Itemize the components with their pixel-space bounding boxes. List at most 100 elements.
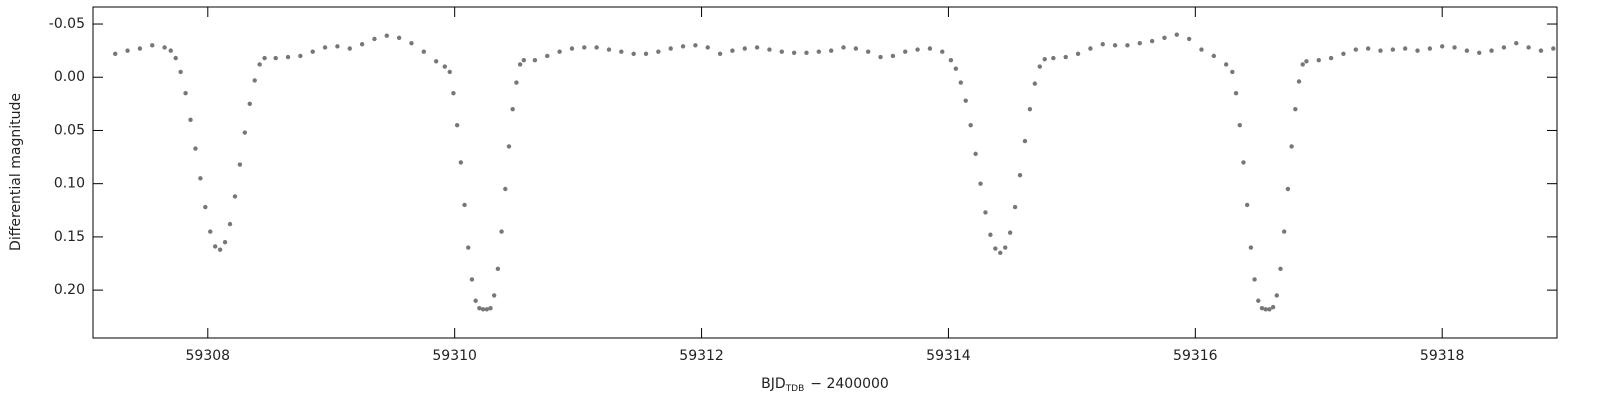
data-point (162, 45, 167, 50)
data-point (488, 305, 493, 311)
data-point (804, 50, 809, 55)
x-label-rest: − 2400000 (810, 376, 889, 392)
data-point (1304, 59, 1309, 64)
data-point (237, 162, 243, 167)
data-point (1230, 69, 1235, 75)
data-point (1538, 48, 1544, 53)
data-point (1256, 298, 1261, 303)
data-point (668, 46, 673, 51)
data-point (594, 45, 599, 50)
data-point (1012, 204, 1018, 210)
data-point (188, 117, 193, 123)
data-point (477, 305, 482, 311)
data-point (1027, 106, 1033, 112)
data-point (988, 232, 993, 237)
data-point (384, 33, 389, 38)
data-point (168, 48, 173, 53)
data-point (421, 49, 427, 54)
data-point (993, 246, 998, 251)
x-tick-label: 59314 (926, 348, 971, 364)
data-point (514, 80, 519, 85)
data-point (754, 45, 760, 50)
data-point (1274, 293, 1279, 298)
data-point (137, 46, 143, 51)
data-point (503, 186, 508, 192)
data-point (978, 181, 983, 186)
x-tick-label: 59310 (432, 348, 477, 364)
data-point (1353, 47, 1358, 52)
data-point (1051, 55, 1056, 61)
data-point (113, 51, 118, 57)
data-point (953, 66, 959, 71)
data-point (310, 49, 315, 54)
data-point (480, 307, 486, 312)
data-point (1296, 79, 1302, 84)
data-point (1267, 307, 1272, 312)
data-point (1328, 55, 1334, 61)
data-point (828, 48, 834, 53)
y-tick-label: 0.10 (54, 176, 85, 192)
data-point (257, 62, 262, 67)
data-point (213, 244, 218, 249)
data-point (1378, 48, 1383, 53)
data-point (1278, 266, 1283, 272)
data-point (125, 48, 130, 53)
data-point (1281, 229, 1287, 234)
data-point (963, 98, 968, 103)
data-point (816, 49, 822, 54)
data-point (1037, 64, 1042, 69)
data-point (878, 54, 883, 60)
data-point (409, 40, 414, 46)
data-point (447, 69, 452, 75)
data-point (1300, 62, 1305, 67)
x-tick-label: 59316 (1173, 348, 1218, 364)
data-point (396, 35, 402, 41)
data-point (442, 64, 448, 69)
data-point (433, 59, 439, 64)
data-point (499, 229, 504, 234)
data-point (247, 101, 252, 107)
data-point (458, 160, 464, 165)
data-point (1489, 48, 1494, 53)
x-tick-label: 59308 (186, 348, 231, 364)
data-point (1241, 160, 1246, 165)
data-point (631, 51, 636, 57)
data-point (1259, 305, 1265, 311)
x-label-main: BJD (761, 376, 786, 392)
data-point (1464, 48, 1470, 53)
data-point (359, 42, 365, 47)
data-point (1237, 122, 1242, 128)
data-point (1162, 35, 1167, 41)
data-point (203, 204, 208, 210)
data-point (1063, 54, 1068, 60)
x-tick-label: 59312 (679, 348, 724, 364)
data-point (469, 277, 475, 282)
x-tick-label: 59318 (1420, 348, 1465, 364)
data-point (262, 55, 267, 61)
data-point (1263, 307, 1268, 312)
data-point (227, 221, 233, 227)
data-point (451, 91, 456, 96)
data-point (1270, 304, 1276, 310)
data-point (948, 58, 954, 63)
data-point (890, 53, 896, 59)
data-point (532, 58, 538, 63)
data-point (927, 46, 933, 51)
data-point (1112, 43, 1118, 48)
data-point (1316, 58, 1321, 63)
data-point (1017, 172, 1023, 178)
data-point (1042, 56, 1047, 62)
data-point (1390, 47, 1396, 52)
data-point (1452, 45, 1457, 50)
data-point (1007, 230, 1013, 235)
data-point (643, 51, 649, 57)
data-point (285, 54, 291, 60)
data-point (1551, 46, 1556, 51)
y-tick-label: 0.20 (54, 282, 85, 298)
data-point (1365, 46, 1371, 51)
data-point (1233, 91, 1239, 96)
data-point (232, 194, 238, 199)
data-point (853, 46, 859, 51)
data-point (178, 69, 183, 75)
